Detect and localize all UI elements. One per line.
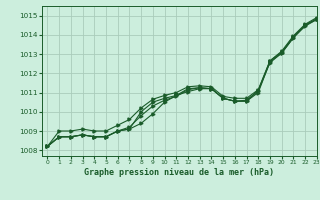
X-axis label: Graphe pression niveau de la mer (hPa): Graphe pression niveau de la mer (hPa) <box>84 168 274 177</box>
